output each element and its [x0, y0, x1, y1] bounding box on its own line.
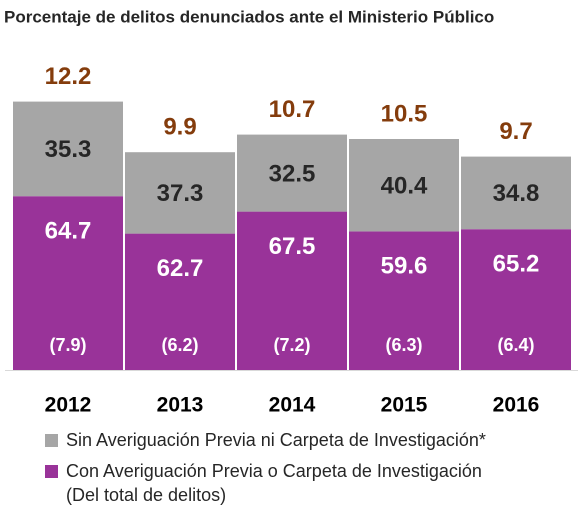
bar-segment [125, 152, 235, 234]
legend-label: Con Averiguación Previa o Carpeta de Inv… [66, 461, 482, 481]
absolute-label: (7.9) [49, 335, 86, 355]
value-label: 34.8 [493, 180, 540, 207]
x-tick-label: 2014 [269, 394, 316, 417]
value-label: 35.3 [45, 136, 92, 163]
total-label: 10.7 [269, 96, 316, 123]
x-tick-label: 2013 [157, 394, 204, 417]
bar-segment [237, 134, 347, 212]
total-label: 9.9 [163, 114, 196, 141]
absolute-label: (6.3) [385, 335, 422, 355]
value-label: 65.2 [493, 251, 540, 278]
chart-title: Porcentaje de delitos denunciados ante e… [4, 7, 494, 26]
value-label: 67.5 [269, 233, 316, 260]
value-label: 64.7 [45, 218, 92, 245]
value-label: 59.6 [381, 253, 428, 280]
legend-note: (Del total de delitos) [66, 485, 226, 505]
bar-segment [237, 211, 347, 370]
absolute-label: (6.4) [497, 335, 534, 355]
bar-segment [13, 196, 123, 370]
bar-segment [349, 139, 459, 232]
value-label: 62.7 [157, 255, 204, 282]
x-tick-label: 2015 [381, 394, 428, 417]
x-tick-label: 2012 [45, 394, 92, 417]
bar-segment [125, 233, 235, 370]
legend-swatch [45, 465, 58, 478]
bar-segment [461, 156, 571, 230]
value-label: 37.3 [157, 180, 204, 207]
x-tick-label: 2016 [493, 394, 540, 417]
legend-label: Sin Averiguación Previa ni Carpeta de In… [66, 430, 486, 450]
legend-swatch [45, 434, 58, 447]
value-label: 32.5 [269, 160, 316, 187]
bar-segment [349, 231, 459, 370]
absolute-label: (7.2) [273, 335, 310, 355]
total-label: 12.2 [45, 63, 92, 90]
total-label: 10.5 [381, 100, 428, 127]
bar-segment [461, 229, 571, 370]
value-label: 40.4 [381, 173, 428, 200]
bar-segment [13, 101, 123, 197]
total-label: 9.7 [499, 118, 532, 145]
absolute-label: (6.2) [161, 335, 198, 355]
